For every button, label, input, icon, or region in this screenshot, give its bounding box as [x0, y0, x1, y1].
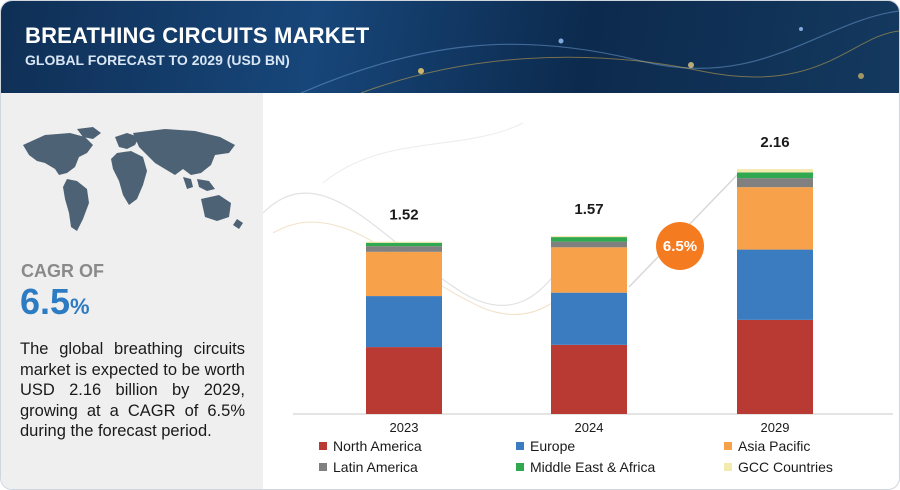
bar-2024-north-america	[551, 344, 627, 414]
labels-layer: 1.52 2023 1.57 2024 2.16 2029	[389, 134, 789, 435]
total-label-2029: 2.16	[760, 134, 789, 151]
cagr-bubble: 6.5%	[656, 222, 704, 270]
legend-label: GCC Countries	[738, 459, 833, 475]
bar-2024-middle-east-and-africa	[551, 237, 627, 242]
bar-2024-asia-pacific	[551, 247, 627, 293]
bar-2029-middle-east-and-africa	[737, 172, 813, 179]
bar-2023-asia-pacific	[366, 251, 442, 297]
market-summary-text: The global breathing circuits market is …	[20, 340, 245, 440]
legend-label: Asia Pacific	[738, 438, 811, 454]
x-tick-label-2023: 2023	[390, 420, 419, 435]
bar-2029-europe	[737, 249, 813, 320]
legend-item-north-america: North America	[319, 438, 422, 454]
bar-2029-gcc-countries	[737, 169, 813, 173]
bar-2023-middle-east-and-africa	[366, 242, 442, 247]
legend-item-middle-east-and-africa: Middle East & Africa	[516, 459, 655, 475]
legend-item-asia-pacific: Asia Pacific	[724, 438, 810, 454]
bar-2024-europe	[551, 292, 627, 345]
world-map-icon	[23, 127, 243, 231]
total-label-2024: 1.57	[574, 201, 603, 218]
cagr-number: 6.5	[20, 281, 71, 322]
legend-label: North America	[333, 438, 422, 454]
legend-label: Europe	[530, 438, 576, 454]
legend-item-europe: Europe	[516, 438, 575, 454]
page-subtitle: GLOBAL FORECAST TO 2029 (USD BN)	[25, 52, 290, 68]
header-banner: BREATHING CIRCUITS MARKET GLOBAL FORECAS…	[1, 1, 899, 93]
bar-2024-latin-america	[551, 241, 627, 248]
legend-swatch	[724, 463, 732, 471]
legend-item-latin-america: Latin America	[319, 459, 418, 475]
cagr-unit: %	[70, 294, 90, 319]
bar-2023-latin-america	[366, 246, 442, 252]
summary-panel: CAGR OF 6.5% The global breathing circui…	[1, 93, 263, 489]
bar-2024-gcc-countries	[551, 235, 627, 238]
bar-2029-north-america	[737, 319, 813, 414]
cagr-value: 6.5%	[20, 281, 90, 323]
header-background-art	[300, 10, 899, 93]
bar-2029-asia-pacific	[737, 187, 813, 250]
legend-swatch	[319, 463, 327, 471]
page-title: BREATHING CIRCUITS MARKET	[25, 23, 370, 48]
legend-swatch	[516, 442, 524, 450]
legend-label: Latin America	[333, 459, 418, 475]
bar-2029-latin-america	[737, 178, 813, 188]
legend-swatch	[724, 442, 732, 450]
bars-layer	[366, 169, 813, 414]
bar-2023-gcc-countries	[366, 241, 442, 243]
x-tick-label-2029: 2029	[761, 420, 790, 435]
legend-swatch	[319, 442, 327, 450]
bar-2023-north-america	[366, 347, 442, 414]
legend-swatch	[516, 463, 524, 471]
total-label-2023: 1.52	[389, 207, 418, 224]
legend-label: Middle East & Africa	[530, 459, 656, 475]
x-tick-label-2024: 2024	[575, 420, 604, 435]
legend-item-gcc-countries: GCC Countries	[724, 459, 833, 475]
bar-2023-europe	[366, 296, 442, 348]
cagr-label: CAGR OF	[21, 261, 104, 281]
